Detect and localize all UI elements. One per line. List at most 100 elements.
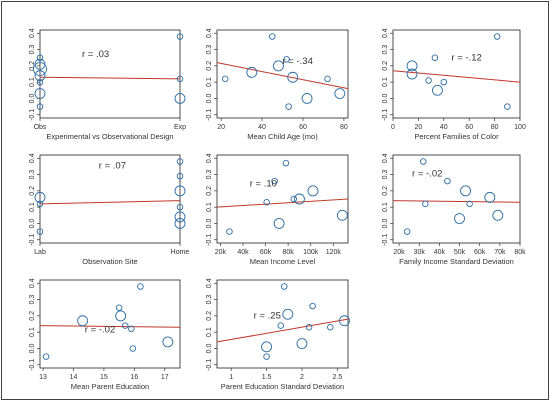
panel-3: -0.1 0.0 0.1 0.2 0.3 0.4 0 20 40 60 80 100 r = -.12 P…	[382, 28, 526, 141]
x-tick-label: 60k	[474, 249, 486, 256]
data-point	[34, 191, 46, 203]
trend-line	[392, 70, 521, 83]
x-tick-label: Exp	[174, 124, 186, 131]
y-tick-label: 0.0	[206, 218, 213, 228]
x-axis-title: Mean Child Age (mo)	[247, 132, 318, 141]
correlation-label: r = -.02	[85, 324, 115, 335]
x-tick-label: 20	[415, 124, 423, 131]
x-tick-label: 120k	[326, 249, 342, 256]
data-point	[327, 324, 334, 331]
data-point	[431, 54, 439, 61]
data-point	[174, 217, 186, 229]
x-tick-label: Lab	[34, 249, 46, 256]
x-tick-label: 40	[258, 124, 266, 131]
y-tick-label: 0.3	[382, 45, 389, 55]
x-tick-label: 40	[440, 124, 448, 131]
plot-frame	[39, 29, 181, 119]
y-tick-label: -0.1	[29, 234, 36, 246]
data-point	[460, 185, 472, 197]
y-tick-label: 0.4	[382, 153, 389, 163]
data-point	[419, 158, 427, 165]
x-tick-label: 80	[491, 124, 499, 131]
data-point	[121, 322, 129, 329]
y-tick-label: 0.1	[206, 77, 213, 87]
data-point	[176, 203, 184, 211]
plot-frame	[216, 29, 349, 119]
y-tick-label: 0.2	[29, 311, 36, 321]
data-point	[440, 78, 448, 86]
data-point	[492, 209, 504, 221]
data-point	[137, 283, 144, 290]
panel-6: -0.1 0.0 0.1 0.2 0.3 0.4 20k 30k 40k 50k 60k 70k 80k…	[382, 153, 526, 266]
y-tick-label: 0.4	[206, 153, 213, 163]
x-tick-label: 80k	[282, 249, 294, 256]
y-tick-label: 0.0	[29, 343, 36, 353]
data-point	[176, 75, 184, 83]
plot-frame	[39, 154, 181, 244]
data-point	[34, 88, 46, 100]
trend-line	[39, 76, 181, 80]
data-point	[271, 177, 278, 185]
data-point	[36, 78, 44, 86]
data-point	[263, 353, 270, 360]
y-tick-label: -0.1	[206, 109, 213, 121]
y-tick-label: 0.3	[382, 170, 389, 180]
y-tick-label: -0.1	[382, 234, 389, 246]
x-tick-label: 30k	[414, 249, 426, 256]
y-tick-label: 0.1	[29, 327, 36, 337]
data-point	[287, 71, 299, 83]
data-point	[176, 172, 184, 180]
data-point	[36, 200, 44, 208]
y-tick-label: -0.1	[29, 109, 36, 121]
data-point	[174, 92, 186, 104]
data-point	[484, 191, 496, 203]
y-tick-label: 0.4	[382, 28, 389, 38]
y-tick-label: 0.3	[29, 45, 36, 55]
data-point	[305, 324, 313, 331]
data-point	[339, 315, 350, 327]
plot-frame	[216, 154, 349, 244]
data-point	[34, 70, 46, 82]
data-point	[493, 33, 501, 40]
x-tick-label: 70k	[494, 249, 506, 256]
data-point	[273, 217, 285, 229]
x-axis-title: Mean Parent Education	[71, 382, 149, 391]
x-tick-label: 50k	[454, 249, 466, 256]
data-point	[406, 68, 418, 80]
y-tick-label: 0.3	[206, 295, 213, 305]
y-tick-label: 0.4	[29, 278, 36, 288]
data-point	[403, 228, 411, 235]
x-axis-title: Mean Income Level	[250, 257, 316, 266]
data-point	[36, 103, 44, 110]
data-point	[261, 341, 273, 353]
x-tick-label: 15	[100, 374, 108, 381]
y-tick-label: 0.1	[206, 327, 213, 337]
y-tick-label: 0.1	[29, 202, 36, 212]
data-point	[221, 75, 229, 83]
y-tick-label: 0.4	[206, 278, 213, 288]
x-axis-title: Observation Site	[82, 257, 137, 266]
x-tick-label: 40k	[434, 249, 446, 256]
y-tick-label: 0.3	[29, 295, 36, 305]
x-tick-label: 1.5	[262, 374, 272, 381]
data-point	[432, 84, 443, 96]
y-tick-label: 0.4	[29, 28, 36, 38]
x-tick-label: 2.5	[333, 374, 343, 381]
x-tick-label: Home	[171, 249, 190, 256]
data-point	[36, 228, 44, 235]
data-point	[34, 58, 46, 70]
data-point	[336, 209, 348, 221]
y-tick-label: 0.4	[29, 153, 36, 163]
y-tick-label: 0.3	[206, 45, 213, 55]
y-tick-label: 0.0	[29, 93, 36, 103]
panel-5: -0.1 0.0 0.1 0.2 0.3 0.4 20k 40k 60k 80k 100k 120k r…	[206, 153, 349, 266]
x-tick-label: 20k	[393, 249, 405, 256]
correlation-label: r = .10	[250, 178, 277, 189]
correlation-label: r = -.02	[412, 169, 442, 180]
x-axis-title: Parent Education Standard Deviation	[221, 382, 344, 391]
y-tick-label: 0.2	[29, 61, 36, 71]
data-point	[301, 92, 313, 104]
x-tick-label: 17	[161, 374, 169, 381]
x-axis-title: Family Income Standard Deviation	[399, 257, 514, 266]
